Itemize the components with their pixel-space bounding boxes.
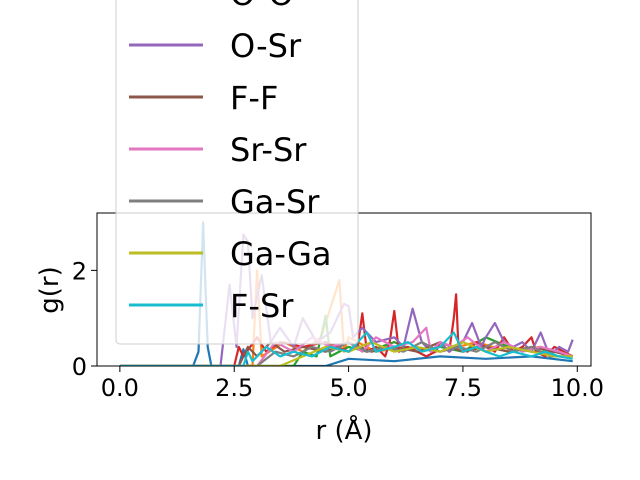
series-line-9 (119, 331, 573, 366)
y-axis-label: g(r) (35, 266, 65, 313)
series-layer (119, 221, 574, 366)
x-tick-label: 0.0 (101, 374, 139, 402)
x-tick-label: 7.5 (444, 374, 482, 402)
series-line-8 (119, 341, 573, 366)
legend-label: Sr-Sr (230, 131, 307, 169)
legend-label: Ga-Sr (230, 183, 320, 221)
x-axis-label: r (Å) (315, 414, 372, 446)
x-tick-label: 2.5 (215, 374, 253, 402)
x-tick-label: 10.0 (551, 374, 604, 402)
legend-label: O-Sr (230, 27, 302, 65)
legend-label: Ga-Ga (230, 235, 332, 273)
legend-label: F-Sr (230, 287, 294, 325)
legend: O-O O-Sr F-F Sr-Sr Ga-Sr Ga-Ga F-Sr (115, 0, 359, 345)
legend-box (115, 0, 359, 345)
y-tick-label: 0 (72, 353, 87, 381)
y-tick-label: 2 (72, 257, 87, 285)
x-tick-label: 5.0 (329, 374, 367, 402)
legend-label: F-F (230, 79, 278, 117)
ticks-layer: 0.0 2.5 5.0 7.5 10.0 0 2 (72, 257, 604, 402)
legend-label: O-O (230, 0, 294, 13)
